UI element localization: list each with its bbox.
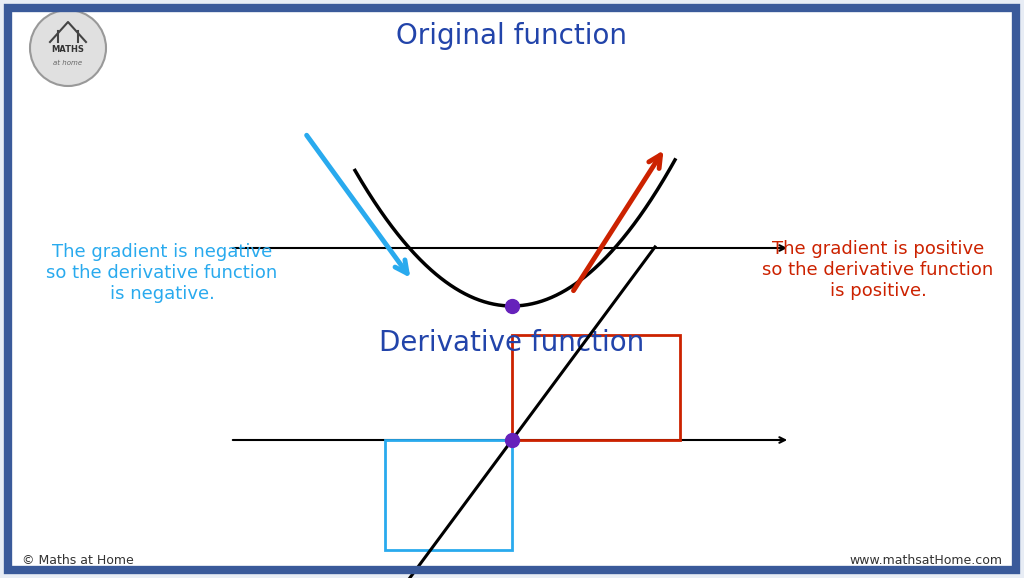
Text: The gradient is positive
so the derivative function
is positive.: The gradient is positive so the derivati… [763, 240, 993, 300]
Text: The gradient is negative
so the derivative function
is negative.: The gradient is negative so the derivati… [46, 243, 278, 303]
Text: © Maths at Home: © Maths at Home [22, 554, 134, 566]
Text: MATHS: MATHS [51, 45, 84, 54]
Bar [385, 440, 512, 550]
Circle shape [30, 10, 106, 86]
Bar [512, 335, 680, 440]
Text: at home: at home [53, 60, 83, 66]
Text: Original function: Original function [396, 22, 628, 50]
Text: Derivative function: Derivative function [379, 329, 645, 357]
Text: www.mathsatHome.com: www.mathsatHome.com [849, 554, 1002, 566]
